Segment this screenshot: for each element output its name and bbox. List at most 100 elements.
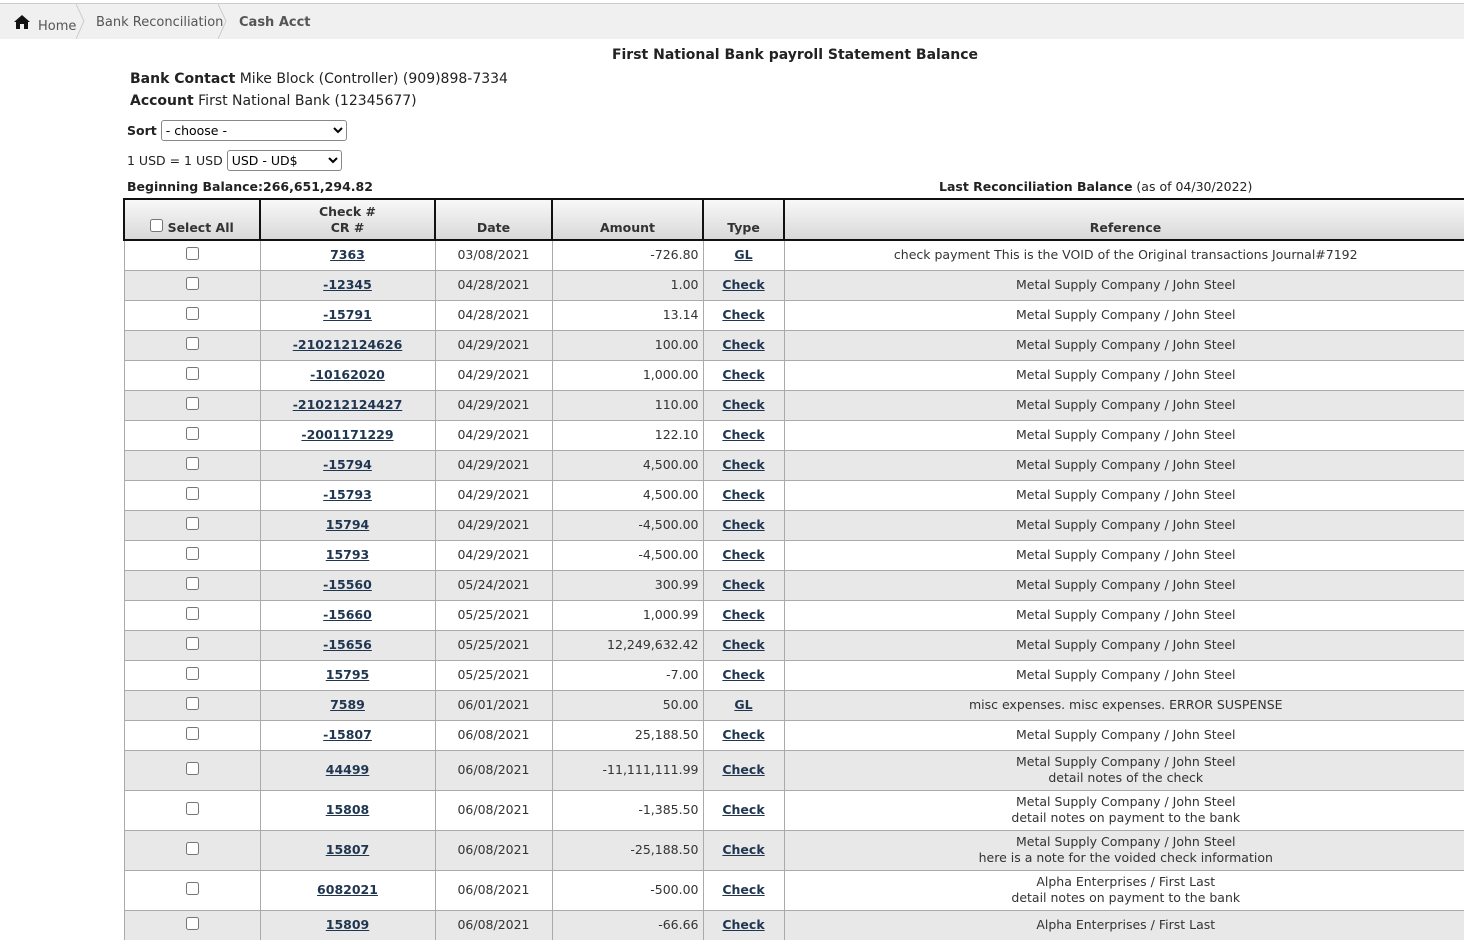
check-link[interactable]: 6082021 <box>317 882 378 897</box>
table-row: -15793 04/29/2021 4,500.00 Check Metal Suppl… <box>123 480 1464 511</box>
reference-cell: Metal Supply Company / John Steel detail … <box>783 790 1464 831</box>
check-link[interactable]: -15794 <box>323 457 372 472</box>
type-link[interactable]: Check <box>722 457 765 472</box>
type-link[interactable]: Check <box>722 917 765 932</box>
type-link[interactable]: Check <box>722 307 765 322</box>
type-link[interactable]: Check <box>722 337 765 352</box>
row-checkbox[interactable] <box>185 726 199 740</box>
type-link[interactable]: Check <box>722 517 765 532</box>
table-row: -15656 05/25/2021 12,249,632.42 Check Metal … <box>123 630 1464 661</box>
currency-select[interactable]: USD - UD$ <box>226 150 342 171</box>
row-checkbox[interactable] <box>185 696 199 710</box>
select-all-checkbox[interactable] <box>150 219 164 232</box>
check-link[interactable]: -210212124427 <box>292 397 403 412</box>
breadcrumb: Home Bank Reconciliation Cash Acct <box>0 3 1464 39</box>
check-link[interactable]: -15807 <box>323 727 372 742</box>
row-checkbox[interactable] <box>185 761 199 775</box>
table-row: -15660 05/25/2021 1,000.99 Check Metal Suppl… <box>123 600 1464 631</box>
type-link[interactable]: Check <box>722 762 765 777</box>
type-link[interactable]: Check <box>722 367 765 382</box>
table-row: 15807 06/08/2021 -25,188.50 Check Metal Supp… <box>123 830 1464 871</box>
check-link[interactable]: 15807 <box>325 842 370 857</box>
row-checkbox[interactable] <box>185 666 199 680</box>
breadcrumb-link[interactable]: Bank Reconciliation <box>96 15 224 30</box>
row-checkbox[interactable] <box>185 881 199 895</box>
home-icon[interactable] <box>13 14 31 30</box>
type-link[interactable]: Check <box>722 637 765 652</box>
amount-cell: -1,385.50 <box>551 790 703 831</box>
date-cell: 04/28/2021 <box>434 300 552 331</box>
reference-cell: Alpha Enterprises / First Last detail not… <box>783 870 1464 911</box>
check-link[interactable]: -12345 <box>323 277 372 292</box>
row-checkbox[interactable] <box>185 576 199 590</box>
type-link[interactable]: Check <box>722 882 765 897</box>
row-checkbox[interactable] <box>185 336 199 350</box>
reference-cell: Metal Supply Company / John Steel <box>783 360 1464 391</box>
type-link[interactable]: Check <box>722 667 765 682</box>
row-checkbox[interactable] <box>185 636 199 650</box>
check-link[interactable]: -15660 <box>323 607 372 622</box>
date-cell: 04/29/2021 <box>434 390 552 421</box>
type-link[interactable]: Check <box>722 277 765 292</box>
type-link[interactable]: Check <box>722 607 765 622</box>
select-cell <box>123 660 260 691</box>
type-link[interactable]: GL <box>734 697 753 712</box>
row-checkbox[interactable] <box>185 366 199 380</box>
row-checkbox[interactable] <box>185 516 199 530</box>
row-checkbox[interactable] <box>185 456 199 470</box>
type-cell: Check <box>702 540 784 571</box>
check-link[interactable]: 15793 <box>325 547 370 562</box>
type-cell: Check <box>702 600 784 631</box>
check-link[interactable]: -10162020 <box>310 367 385 382</box>
row-checkbox[interactable] <box>185 916 199 930</box>
row-checkbox[interactable] <box>185 396 199 410</box>
row-checkbox[interactable] <box>185 306 199 320</box>
row-checkbox[interactable] <box>185 276 199 290</box>
row-checkbox[interactable] <box>185 426 199 440</box>
type-link[interactable]: Check <box>722 802 765 817</box>
row-checkbox[interactable] <box>185 246 199 260</box>
row-checkbox[interactable] <box>185 606 199 620</box>
check-link[interactable]: 15794 <box>325 517 370 532</box>
reference-line: misc expenses. misc expenses. ERROR SUSP… <box>968 697 1283 712</box>
check-link[interactable]: 44499 <box>325 762 370 777</box>
type-link[interactable]: Check <box>722 577 765 592</box>
reference-line: Metal Supply Company / John Steel <box>1015 367 1236 382</box>
row-checkbox[interactable] <box>185 546 199 560</box>
type-link[interactable]: Check <box>722 727 765 742</box>
check-link[interactable]: -15656 <box>323 637 372 652</box>
amount-cell: -11,111,111.99 <box>551 750 703 791</box>
check-link[interactable]: -15791 <box>323 307 372 322</box>
row-checkbox[interactable] <box>185 801 199 815</box>
check-link[interactable]: -15560 <box>323 577 372 592</box>
select-cell <box>123 750 260 791</box>
check-cell: 15794 <box>259 510 435 541</box>
check-cell: -210212124427 <box>259 390 435 421</box>
type-link[interactable]: Check <box>722 427 765 442</box>
check-link[interactable]: -2001171229 <box>301 427 394 442</box>
type-link[interactable]: Check <box>722 397 765 412</box>
check-link[interactable]: -15793 <box>323 487 372 502</box>
type-cell: Check <box>702 480 784 511</box>
reference-line: Metal Supply Company / John Steel <box>1015 307 1236 322</box>
type-link[interactable]: Check <box>722 487 765 502</box>
check-link[interactable]: 7363 <box>330 247 365 263</box>
date-cell: 04/29/2021 <box>434 540 552 571</box>
table-row: -15807 06/08/2021 25,188.50 Check Metal Supp… <box>123 720 1464 751</box>
breadcrumb-home[interactable]: Home <box>38 19 77 34</box>
check-link[interactable]: 15809 <box>325 917 370 932</box>
check-link[interactable]: 15795 <box>325 667 370 682</box>
reference-line: detail notes on payment to the bank <box>1011 890 1241 905</box>
check-link[interactable]: 15808 <box>325 802 370 817</box>
row-checkbox[interactable] <box>185 486 199 500</box>
type-link[interactable]: Check <box>722 842 765 857</box>
sort-select[interactable]: - choose - <box>160 120 347 141</box>
check-link[interactable]: -210212124626 <box>292 337 403 352</box>
select-cell <box>123 690 260 721</box>
type-link[interactable]: GL <box>734 247 753 263</box>
check-link[interactable]: 7589 <box>330 697 365 712</box>
reference-cell: Metal Supply Company / John Steel <box>783 270 1464 301</box>
type-link[interactable]: Check <box>722 547 765 562</box>
row-checkbox[interactable] <box>185 841 199 855</box>
reference-line: Alpha Enterprises / First Last <box>1036 874 1216 889</box>
